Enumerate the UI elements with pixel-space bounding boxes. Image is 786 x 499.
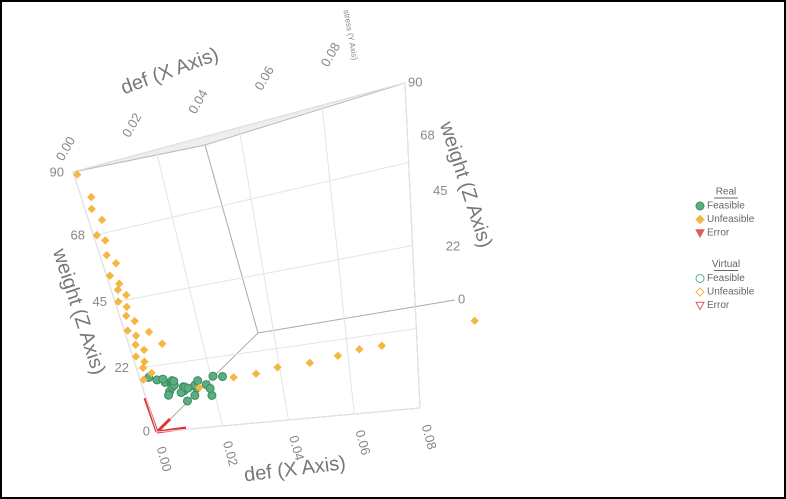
legend-marker: [695, 201, 705, 211]
point: [101, 236, 110, 245]
point: [164, 390, 174, 400]
point: [131, 340, 140, 349]
point: [251, 369, 261, 378]
x-tick-label: 0.06: [353, 428, 374, 456]
axis-indicator: [155, 417, 172, 434]
point: [470, 316, 479, 326]
point: [147, 368, 156, 378]
point: [113, 285, 123, 295]
point: [333, 351, 343, 360]
x-tick-label: 0.02: [220, 439, 241, 467]
x-tick-label: 0.00: [154, 445, 175, 473]
point: [273, 363, 282, 372]
x-tick-label: 0.08: [419, 423, 440, 451]
point: [169, 376, 179, 386]
point: [138, 363, 148, 373]
point: [105, 271, 115, 280]
point: [217, 372, 227, 382]
point: [102, 250, 111, 260]
legend-label: Feasible: [707, 273, 745, 284]
legend-marker: [695, 301, 705, 311]
point: [115, 279, 124, 288]
point: [190, 390, 200, 400]
point: [97, 215, 107, 225]
grid-line: [156, 407, 421, 433]
z-tick-label: 22: [115, 360, 129, 375]
point: [158, 339, 167, 348]
z-tick-label: 68: [420, 127, 434, 142]
point: [158, 374, 168, 384]
point: [122, 302, 131, 312]
point: [208, 371, 218, 381]
grid-line: [114, 245, 413, 303]
x-tick-label: 0.04: [286, 434, 307, 462]
point: [131, 352, 141, 361]
z-tick-label: 45: [433, 183, 447, 198]
grid-line: [136, 328, 417, 369]
legend-label: Error: [707, 228, 730, 239]
z-tick-label: 22: [446, 238, 460, 253]
point: [139, 375, 148, 384]
x-tick-label: 0.02: [119, 110, 145, 139]
grid-line: [93, 161, 409, 237]
box-edge: [257, 299, 456, 334]
x-tick-label: 0.04: [185, 87, 211, 116]
z-tick-label: 0: [143, 423, 150, 438]
z-tick-label: 90: [408, 74, 422, 89]
point: [73, 170, 82, 179]
legend-label: Unfeasible: [707, 287, 755, 298]
x-tick-label: 0.08: [318, 40, 344, 69]
point: [87, 192, 96, 202]
grid-line: [72, 82, 406, 173]
point: [355, 345, 364, 354]
point: [195, 383, 204, 392]
legend-marker: [695, 274, 705, 283]
point: [140, 357, 149, 366]
legend-label: Error: [707, 300, 730, 311]
z-axis-title: weight (Z Axis): [48, 245, 110, 377]
point: [92, 231, 102, 240]
point: [114, 297, 123, 306]
point: [183, 383, 193, 393]
point: [123, 326, 132, 335]
legend-label: Feasible: [707, 201, 745, 212]
point: [193, 376, 203, 386]
point: [131, 331, 141, 340]
legend-label: Unfeasible: [707, 214, 755, 225]
point: [122, 290, 131, 300]
point: [182, 396, 192, 406]
point: [205, 383, 215, 393]
x-axis-title: def (X Axis): [118, 43, 222, 99]
point: [122, 311, 131, 321]
y-axis-title: stress (Y Axis): [342, 9, 360, 61]
legend-title: Real: [716, 187, 737, 198]
z-tick-label: 45: [93, 294, 107, 309]
point: [139, 345, 149, 355]
legend-marker: [695, 214, 705, 225]
box-edge: [204, 144, 259, 334]
z-tick-label: 90: [50, 164, 64, 179]
legend-marker: [695, 287, 705, 297]
point: [377, 341, 386, 350]
z-tick-label: 68: [71, 228, 85, 243]
x-tick-label: 0.06: [251, 63, 277, 92]
point: [87, 204, 96, 214]
point: [144, 327, 154, 337]
legend-title: Virtual: [712, 259, 740, 270]
point: [229, 373, 238, 382]
point: [130, 316, 139, 326]
point: [111, 259, 121, 268]
z-tick-label: 0: [458, 291, 465, 306]
point: [305, 358, 315, 368]
x-tick-label: 0.00: [53, 134, 79, 163]
legend-marker: [695, 229, 705, 239]
